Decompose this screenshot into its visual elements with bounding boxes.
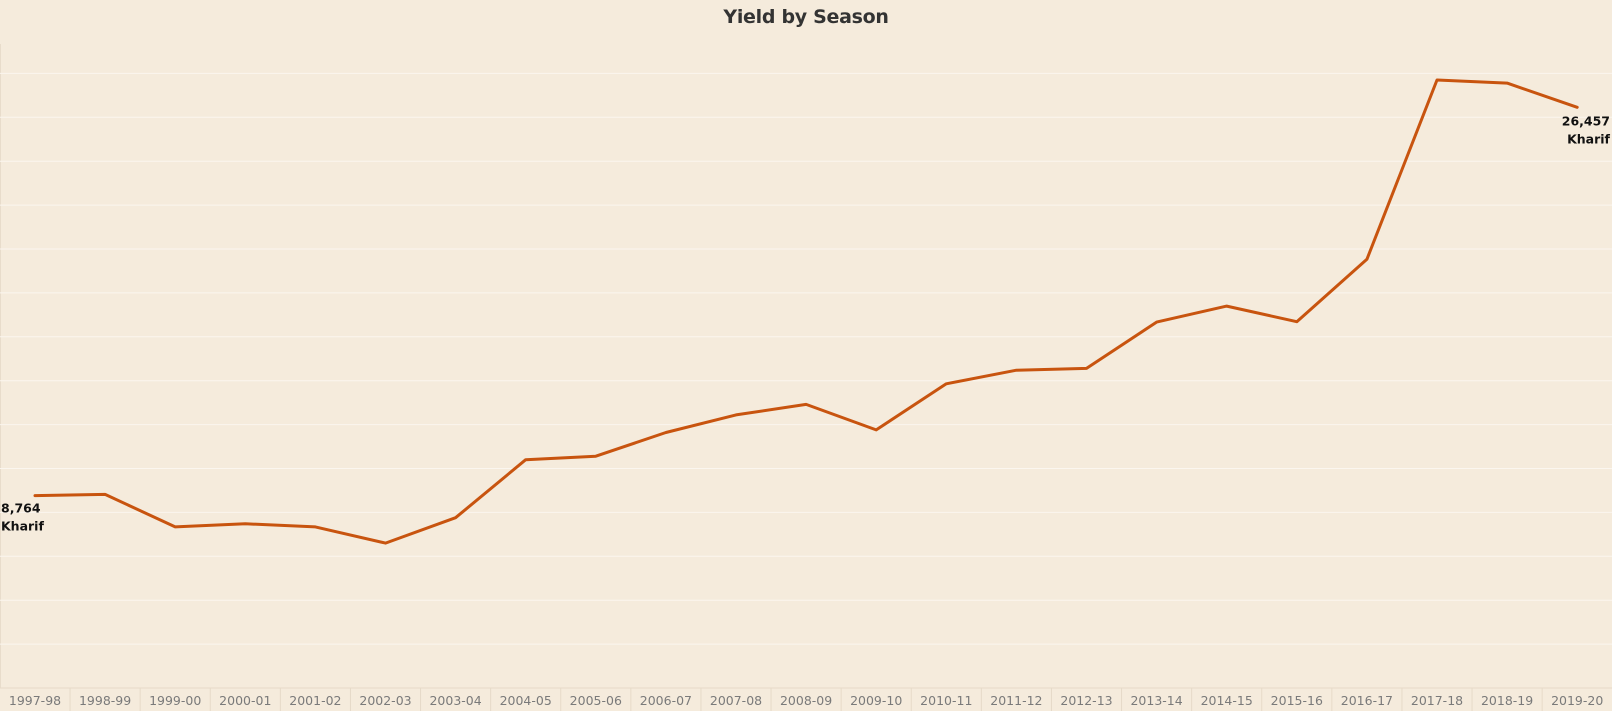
data-point: [1295, 320, 1299, 324]
x-tick-label: 2018-19: [1481, 693, 1533, 708]
x-tick-label: 2011-12: [990, 693, 1042, 708]
annotation-series: Kharif: [1567, 131, 1610, 146]
data-point: [1575, 105, 1579, 109]
x-tick-label: 2006-07: [640, 693, 692, 708]
x-tick-label: 2012-13: [1060, 693, 1112, 708]
data-point: [1505, 81, 1509, 85]
x-tick-label: 2013-14: [1130, 693, 1182, 708]
data-point: [454, 516, 458, 520]
data-point: [1225, 304, 1229, 308]
x-tick-label: 2015-16: [1271, 693, 1323, 708]
data-point: [874, 428, 878, 432]
data-point: [313, 525, 317, 529]
data-point: [804, 402, 808, 406]
data-point: [594, 454, 598, 458]
x-tick-label: 2003-04: [429, 693, 481, 708]
chart-title: Yield by Season: [723, 6, 889, 28]
data-point: [734, 413, 738, 417]
x-tick-label: 2007-08: [710, 693, 762, 708]
x-tick-label: 2016-17: [1341, 693, 1393, 708]
x-tick-label: 2004-05: [500, 693, 552, 708]
x-tick-label: 1998-99: [79, 693, 131, 708]
x-tick-label: 2001-02: [289, 693, 341, 708]
x-tick-label: 2000-01: [219, 693, 271, 708]
data-point: [664, 431, 668, 435]
x-tick-label: 2002-03: [359, 693, 411, 708]
x-tick-label: 1997-98: [9, 693, 61, 708]
x-tick-label: 2017-18: [1411, 693, 1463, 708]
data-point: [384, 541, 388, 545]
data-point: [944, 382, 948, 386]
x-tick-label: 2019-20: [1551, 693, 1603, 708]
x-tick-label: 2005-06: [570, 693, 622, 708]
series-line-kharif: [33, 78, 1579, 545]
data-point: [1435, 78, 1439, 82]
data-point: [173, 525, 177, 529]
annotation-value: 26,457: [1562, 113, 1610, 128]
x-tick-label: 2010-11: [920, 693, 972, 708]
annotation-value: 8,764: [1, 501, 41, 516]
data-point: [1085, 366, 1089, 370]
data-point: [243, 522, 247, 526]
x-tick-label: 2008-09: [780, 693, 832, 708]
data-point: [1014, 368, 1018, 372]
x-tick-label: 1999-00: [149, 693, 201, 708]
data-point: [33, 494, 37, 498]
data-point: [524, 458, 528, 462]
data-point: [1155, 320, 1159, 324]
data-point: [1365, 257, 1369, 261]
x-tick-label: 2009-10: [850, 693, 902, 708]
data-point: [103, 492, 107, 496]
x-tick-label: 2014-15: [1201, 693, 1253, 708]
annotation-series: Kharif: [1, 519, 44, 534]
